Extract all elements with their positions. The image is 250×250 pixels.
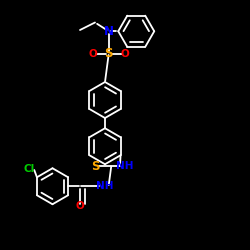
- Text: NH: NH: [96, 181, 114, 191]
- Text: O: O: [76, 201, 84, 211]
- Text: O: O: [88, 49, 97, 59]
- Text: S: S: [104, 47, 113, 60]
- Text: Cl: Cl: [23, 164, 34, 174]
- Text: NH: NH: [116, 161, 134, 171]
- Text: S: S: [91, 160, 99, 173]
- Text: O: O: [120, 49, 130, 59]
- Text: N: N: [104, 25, 114, 38]
